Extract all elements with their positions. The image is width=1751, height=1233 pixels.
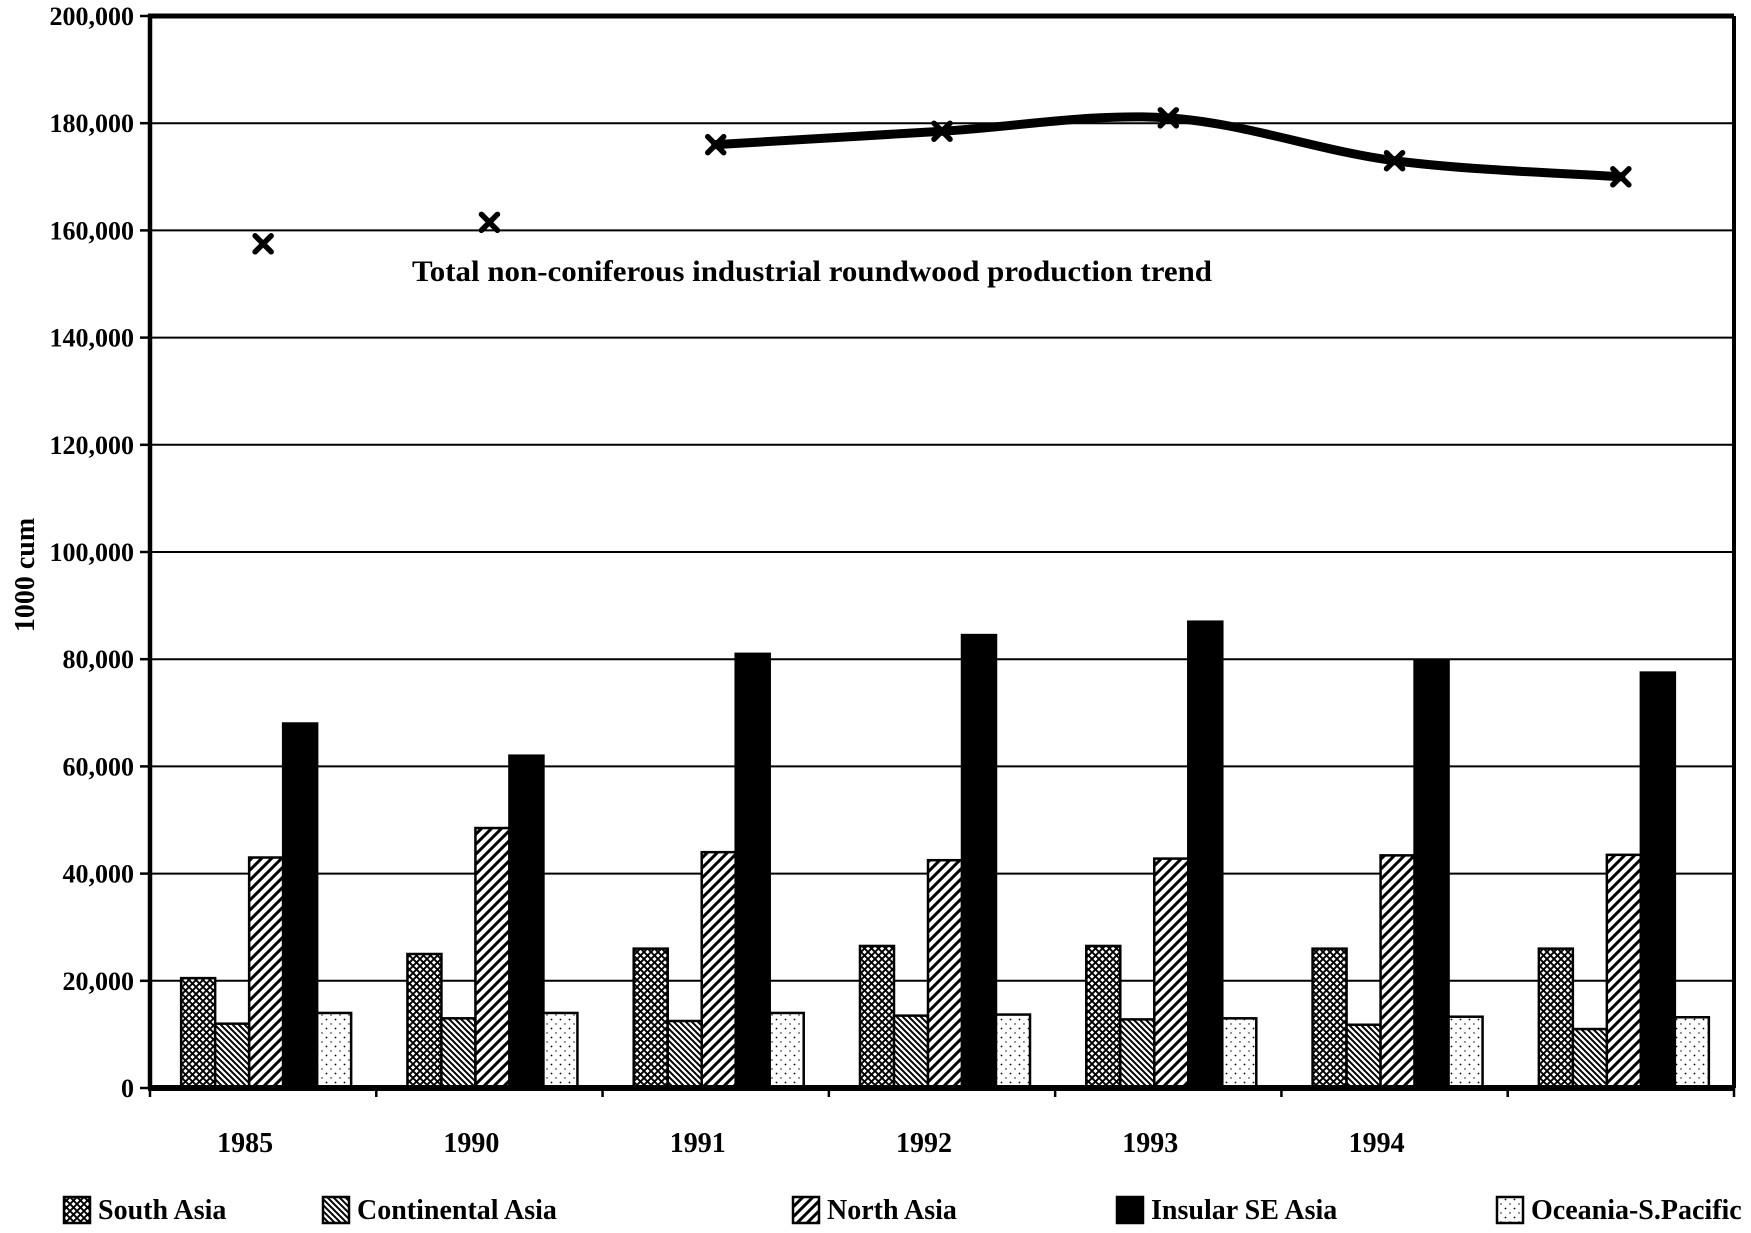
legend-item-north-asia: North Asia [791, 1195, 957, 1226]
bar-insular-se-asia-1990 [508, 754, 545, 1090]
bar-north-asia-1993 [1153, 857, 1190, 1090]
bar-oceania-s-pacific-last [1673, 1015, 1711, 1090]
x-tick-label-1991: 1991 [670, 1128, 726, 1159]
trend-marker-1992 [931, 120, 953, 142]
bar-insular-se-asia-1994 [1413, 659, 1450, 1090]
bar-south-asia-1992 [858, 944, 896, 1090]
bar-oceania-s-pacific-1992 [994, 1013, 1032, 1090]
y-tick-label: 160,000 [50, 216, 135, 245]
bar-south-asia-last [1537, 947, 1575, 1090]
bar-continental-asia-1993 [1119, 1018, 1156, 1090]
bar-insular-se-asia-1993 [1187, 620, 1224, 1090]
legend-swatch-south-asia [62, 1195, 92, 1225]
bar-north-asia-last [1605, 853, 1643, 1090]
y-tick-label: 120,000 [50, 431, 135, 460]
bar-continental-asia-last [1571, 1027, 1609, 1090]
y-tick-label: 200,000 [50, 2, 135, 31]
bar-north-asia-1994 [1379, 854, 1416, 1090]
trend-marker-1991 [704, 133, 727, 156]
bar-north-asia-1985 [247, 856, 285, 1090]
y-tick-label: 140,000 [50, 324, 135, 353]
legend-swatch-north-asia [791, 1195, 821, 1225]
bar-south-asia-1993 [1085, 944, 1122, 1090]
bar-insular-se-asia-1985 [281, 722, 319, 1090]
y-tick-label: 0 [121, 1074, 134, 1103]
x-tick-label-1993: 1993 [1122, 1128, 1178, 1159]
trend-line [711, 112, 1626, 182]
trend-marker-last [1610, 166, 1632, 188]
legend-item-insular-se-asia: Insular SE Asia [1115, 1195, 1337, 1226]
bar-south-asia-1985 [179, 976, 217, 1090]
bar-north-asia-1991 [700, 850, 737, 1090]
bar-oceania-s-pacific-1993 [1221, 1017, 1258, 1090]
bar-insular-se-asia-1991 [734, 652, 771, 1090]
bar-oceania-s-pacific-1994 [1447, 1015, 1484, 1090]
y-tick-label: 60,000 [63, 752, 135, 781]
trend-marker-1993 [1157, 107, 1180, 129]
y-axis-title: 1000 cum [10, 518, 41, 632]
bar-continental-asia-1992 [892, 1014, 930, 1090]
bar-oceania-s-pacific-1985 [315, 1011, 353, 1090]
legend-item-south-asia: South Asia [62, 1195, 226, 1226]
y-tick-label: 80,000 [63, 645, 135, 674]
trend-marker-1990 [478, 211, 501, 234]
legend-label-oceania-s-pacific: Oceania-S.Pacific [1531, 1195, 1742, 1226]
legend-label-south-asia: South Asia [98, 1195, 226, 1226]
bar-continental-asia-1991 [666, 1019, 703, 1090]
bar-continental-asia-1994 [1345, 1023, 1382, 1090]
legend-item-continental-asia: Continental Asia [321, 1195, 557, 1226]
bar-insular-se-asia-1992 [960, 633, 998, 1090]
x-tick-label-1990: 1990 [443, 1128, 499, 1159]
chart-title: Total non-coniferous industrial roundwoo… [412, 255, 1212, 288]
y-tick-label: 20,000 [63, 967, 135, 996]
trend-marker-1985 [252, 233, 274, 255]
bar-north-asia-1992 [926, 858, 964, 1090]
bar-south-asia-1990 [406, 952, 443, 1090]
legend-item-oceania-s-pacific: Oceania-S.Pacific [1495, 1195, 1742, 1226]
legend-swatch-continental-asia [321, 1195, 351, 1225]
bar-north-asia-1990 [474, 826, 511, 1090]
bar-continental-asia-1990 [440, 1017, 477, 1090]
legend-label-north-asia: North Asia [827, 1195, 957, 1226]
bar-insular-se-asia-last [1639, 671, 1677, 1090]
x-tick-label-1994: 1994 [1349, 1128, 1405, 1159]
legend-label-continental-asia: Continental Asia [357, 1195, 557, 1226]
bar-continental-asia-1985 [213, 1022, 251, 1090]
x-tick-label-1985: 1985 [217, 1128, 273, 1159]
y-tick-label: 100,000 [50, 538, 135, 567]
bar-south-asia-1991 [632, 947, 669, 1090]
legend-swatch-insular-se-asia [1115, 1195, 1145, 1225]
bar-oceania-s-pacific-1991 [768, 1011, 805, 1090]
trend-marker-1994 [1383, 149, 1406, 172]
x-tick-label-1992: 1992 [896, 1128, 952, 1159]
bar-oceania-s-pacific-1990 [542, 1011, 579, 1090]
y-tick-label: 40,000 [63, 860, 135, 889]
legend-label-insular-se-asia: Insular SE Asia [1151, 1195, 1337, 1226]
y-tick-label: 180,000 [50, 109, 135, 138]
bar-south-asia-1994 [1311, 947, 1348, 1090]
legend-swatch-oceania-s-pacific [1495, 1195, 1525, 1225]
